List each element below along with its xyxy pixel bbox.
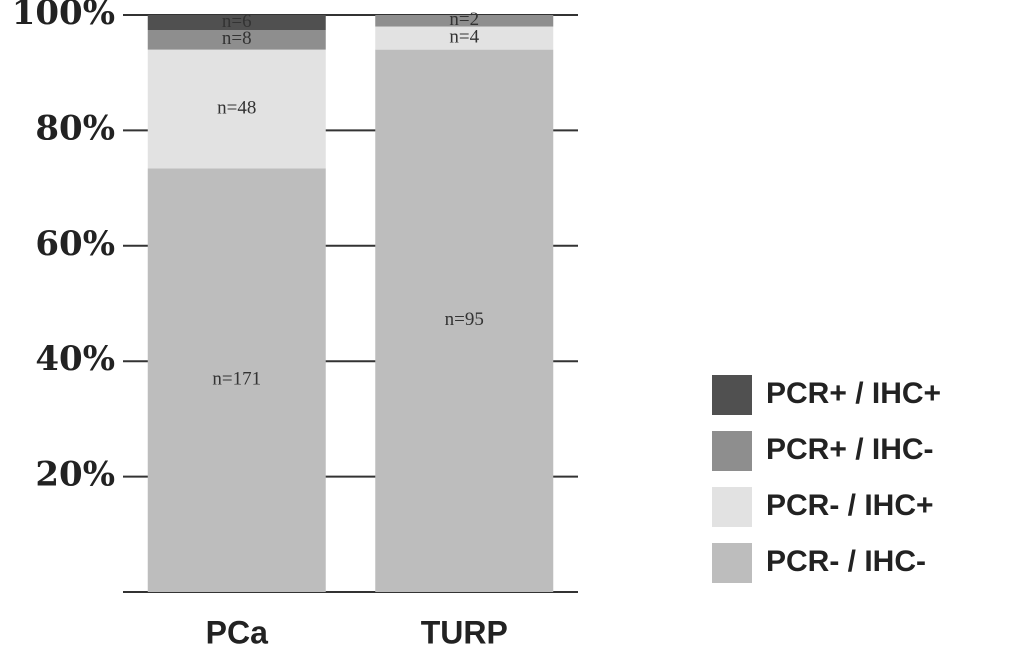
segment-label: n=95 <box>445 309 484 330</box>
legend-label: PCR- / IHC- <box>766 545 926 578</box>
legend-swatch <box>712 487 752 527</box>
y-tick-label: 60% <box>35 224 115 264</box>
legend-label: PCR- / IHC+ <box>766 489 934 522</box>
y-tick-label: 100% <box>12 0 115 33</box>
bar-segment <box>147 30 326 50</box>
x-tick-label: PCa <box>206 614 268 650</box>
segment-label: n=6 <box>222 11 252 32</box>
segment-label: n=8 <box>222 28 252 49</box>
bar-segment <box>147 168 326 592</box>
segment-label: n=2 <box>449 9 479 30</box>
legend-label: PCR+ / IHC- <box>766 433 934 466</box>
segment-label: n=171 <box>212 369 261 390</box>
bar-segment <box>375 49 554 593</box>
segment-label: n=4 <box>449 26 479 47</box>
bar-segment <box>147 49 326 169</box>
segment-label: n=48 <box>217 97 256 118</box>
legend-swatch <box>712 431 752 471</box>
bar-segment <box>147 15 326 31</box>
y-tick-label: 40% <box>35 339 115 379</box>
legend-label: PCR+ / IHC+ <box>766 377 941 410</box>
y-tick-label: 20% <box>35 455 115 495</box>
legend-swatch <box>712 375 752 415</box>
legend-swatch <box>712 543 752 583</box>
bar-segment <box>375 15 554 27</box>
bar-segment <box>375 26 554 50</box>
x-tick-label: TURP <box>421 614 508 650</box>
y-tick-label: 80% <box>35 108 115 148</box>
